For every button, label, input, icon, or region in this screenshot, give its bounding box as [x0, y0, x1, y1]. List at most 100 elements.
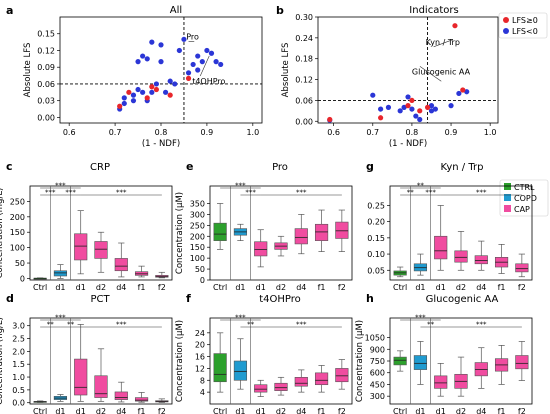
box-iqr — [314, 223, 329, 241]
box-iqr — [134, 397, 149, 402]
y-tick-label: 0.20 — [367, 218, 385, 227]
box-iqr — [213, 353, 227, 383]
box-iqr — [274, 382, 288, 391]
significance-label: *** — [235, 182, 246, 190]
x-axis-label: (1 - NDF) — [389, 139, 427, 149]
box-legend: CTRL COPD CAP — [499, 179, 549, 217]
y-tick-label: 8 — [200, 376, 205, 385]
y-tick-label: 250 — [10, 197, 25, 206]
y-tick-label: 50 — [15, 259, 25, 268]
y-tick-label: 200 — [10, 213, 25, 222]
significance-label: ** — [67, 321, 75, 329]
legend-label-low: LFS<0 — [512, 27, 538, 36]
box-iqr — [393, 356, 407, 366]
box-iqr — [294, 228, 308, 245]
scatter-point-low — [378, 106, 384, 112]
x-tick-label: f2 — [158, 407, 166, 414]
scatter-point-low — [162, 89, 169, 95]
x-tick-label: d4 — [296, 407, 306, 414]
significance-label: *** — [45, 189, 56, 197]
y-tick-label: 1.5 — [12, 360, 25, 369]
scatter-point-high — [149, 84, 155, 90]
x-tick-label: 0.9 — [445, 128, 458, 137]
y-tick-label: 100 — [10, 244, 25, 253]
y-tick-label: 0.30 — [295, 13, 313, 22]
x-tick-label: 0.7 — [366, 128, 379, 137]
significance-label: *** — [235, 314, 246, 322]
significance-label: *** — [55, 314, 66, 322]
panel-letter-b: b — [276, 4, 284, 17]
scatter-point-high — [126, 89, 132, 95]
x-tick-label: d4 — [476, 283, 486, 292]
scatter-point-low — [397, 108, 403, 114]
panel-letter-d: d — [6, 292, 14, 305]
scatter-panel-a: 0.6 0.7 0.8 0.9 1.0 0.00 0.03 0.06 0.09 0.12 0.15 (… — [23, 16, 263, 149]
y-tick-label: 450 — [370, 380, 385, 389]
panel-letter-g: g — [366, 160, 374, 173]
y-tick-label: 24 — [195, 329, 205, 338]
scatter-point-low — [385, 104, 392, 110]
box-iqr — [454, 250, 468, 263]
annotation-label: Kyn / Trp — [426, 38, 460, 47]
plot-frame — [29, 185, 173, 281]
title-a: All — [170, 5, 182, 16]
y-tick-label: 0.09 — [37, 63, 55, 72]
scatter-point-low — [208, 50, 215, 56]
legend-label-ctrl: CTRL — [514, 183, 535, 192]
panel-letter-c: c — [6, 160, 13, 173]
x-tick-label: 0.8 — [155, 128, 168, 137]
panel-letter-e: e — [186, 160, 193, 173]
y-tick-label: 3.0 — [12, 322, 25, 331]
x-tick-label: d4 — [116, 407, 126, 414]
scatter-point-low — [218, 61, 224, 68]
y-axis-label: Concentration (μM) — [355, 320, 365, 402]
x-tick-label: d2 — [456, 283, 466, 292]
scatter-point-high — [460, 87, 466, 93]
x-tick-label: d2 — [276, 283, 286, 292]
y-tick-label: 0.24 — [295, 34, 313, 43]
y-tick-label: 100 — [190, 254, 205, 263]
panel-letter-h: h — [366, 292, 374, 305]
box-iqr — [74, 358, 88, 396]
x-tick-label: d1 — [256, 407, 266, 414]
y-tick-label: 0.12 — [295, 76, 313, 85]
y-axis-label: Absolute LFS — [281, 43, 291, 98]
scatter-point-low — [158, 42, 164, 48]
y-tick-label: 0.12 — [37, 46, 55, 55]
significance-label: *** — [55, 182, 66, 190]
box-panel-e: 0 50 100 150 200 250 300 350 Concentration (μM) C… — [175, 182, 353, 292]
scatter-point-low — [213, 59, 219, 65]
scatter-point-low — [121, 95, 127, 101]
y-tick-label: 1050 — [365, 334, 385, 343]
title-d: PCT — [90, 294, 110, 305]
x-tick-label: f1 — [318, 407, 326, 414]
y-tick-label: 750 — [370, 357, 385, 366]
x-tick-label: f1 — [498, 283, 506, 292]
y-tick-label: 0.15 — [37, 30, 55, 39]
scatter-point-high — [417, 108, 423, 114]
scatter-point-low — [401, 104, 407, 110]
box-iqr — [515, 355, 529, 370]
box-iqr — [254, 384, 268, 393]
y-tick-label: 300 — [190, 210, 205, 219]
scatter-point-low — [195, 53, 201, 59]
x-tick-label: d1 — [415, 407, 425, 414]
y-tick-label: 0.15 — [367, 234, 385, 243]
y-axis-label: Concentration (μM) — [175, 192, 185, 274]
box-iqr — [53, 270, 68, 277]
scatter-point-low — [149, 39, 155, 45]
x-tick-label: d1 — [436, 407, 446, 414]
scatter-point-high — [153, 86, 160, 93]
y-tick-label: 2.0 — [12, 347, 25, 356]
significance-label: ** — [417, 182, 425, 190]
plot-frame — [29, 317, 173, 405]
box-iqr — [434, 375, 448, 389]
y-tick-label: 0 — [20, 274, 25, 283]
box-iqr — [335, 221, 349, 239]
y-tick-label: 300 — [370, 392, 385, 401]
y-tick-label: 0.18 — [295, 55, 313, 64]
box-iqr — [314, 372, 329, 386]
scatter-point-low — [204, 47, 210, 54]
y-tick-label: 4 — [200, 388, 205, 397]
